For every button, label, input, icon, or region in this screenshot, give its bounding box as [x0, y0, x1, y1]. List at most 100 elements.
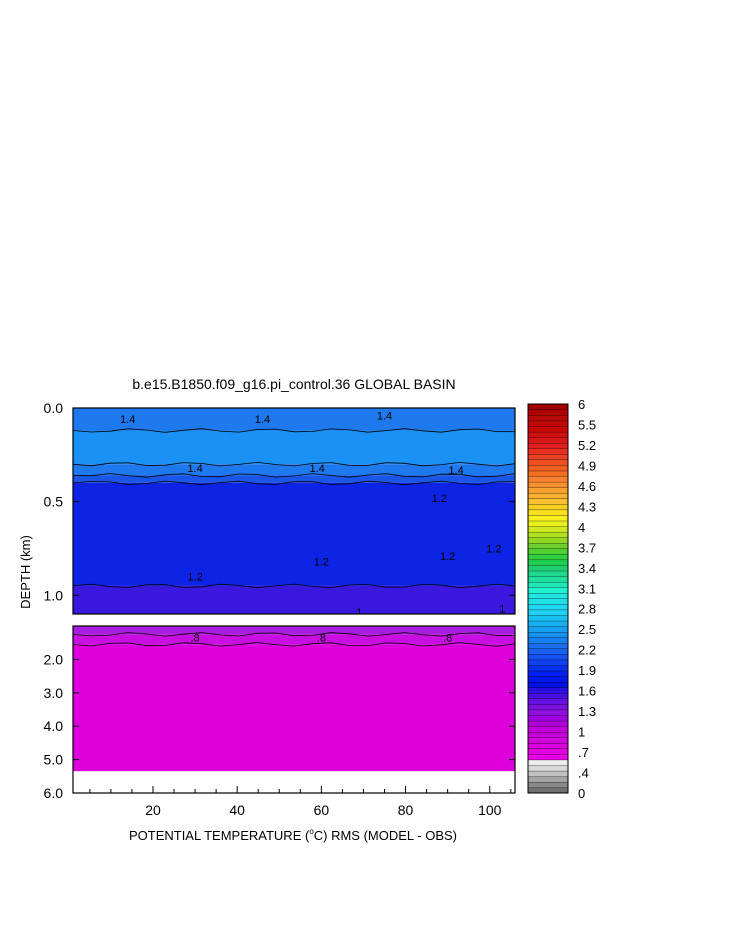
contour-line	[73, 583, 515, 589]
colorbar-label: 2.5	[578, 622, 596, 637]
x-axis-label: POTENTIAL TEMPERATURE (oC) RMS (MODEL - …	[129, 827, 457, 843]
colorbar-swatch	[527, 698, 569, 705]
contour-line	[73, 480, 515, 486]
contour-label: 1.4	[310, 463, 325, 475]
lower-panel: .8 .8 .8 2.0 3.0 4.0 5.0 6.0	[44, 625, 516, 801]
contour-line	[73, 632, 515, 637]
colorbar-label: 1.6	[578, 684, 596, 699]
contour-line	[73, 642, 515, 647]
panel-frame	[72, 407, 516, 615]
colorbar-swatch	[527, 642, 569, 649]
colorbar-swatch	[527, 637, 569, 644]
colorbar-swatch	[527, 403, 569, 411]
colorbar-swatch	[527, 565, 569, 572]
colorbar-label: 1.3	[578, 704, 596, 719]
colorbar-label: 3.4	[578, 561, 596, 576]
depth-band	[73, 475, 515, 483]
contour-label: 1.2	[187, 572, 202, 584]
colorbar-swatch	[527, 687, 569, 694]
y-tick-label: 6.0	[44, 785, 64, 801]
colorbar-swatch	[527, 659, 569, 666]
x-tick-label: 80	[398, 802, 414, 818]
depth-band	[73, 644, 515, 772]
colorbar-swatch	[527, 587, 569, 594]
colorbar-swatch	[527, 470, 569, 477]
colorbar-swatch	[527, 476, 569, 483]
y-tick-label: 0.5	[44, 494, 64, 510]
colorbar-swatch	[527, 581, 569, 588]
x-axis-label-suffix: C) RMS (MODEL - OBS)	[314, 828, 457, 843]
y-tick-label: 1.0	[44, 587, 64, 603]
x-tick-label: 60	[314, 802, 330, 818]
colorbar-swatch	[527, 426, 569, 433]
colorbar-swatch	[527, 592, 569, 599]
colorbar-swatch	[527, 615, 569, 622]
x-axis-label-prefix: POTENTIAL TEMPERATURE (	[129, 828, 310, 843]
colorbar-swatch	[527, 464, 569, 472]
colorbar-label: .7	[578, 745, 589, 760]
contour-label: 1.2	[432, 493, 447, 505]
colorbar-swatch	[527, 437, 569, 444]
colorbar-swatch	[527, 576, 569, 583]
x-tick-label: 20	[145, 802, 161, 818]
colorbar-swatch	[527, 559, 569, 566]
colorbar-swatch	[527, 665, 569, 672]
x-axis-ticks: 20 40 60 80 100	[89, 786, 512, 818]
colorbar-swatch	[527, 770, 569, 777]
colorbar-swatch	[527, 748, 569, 755]
colorbar-swatch	[527, 765, 569, 772]
colorbar-swatch	[527, 487, 569, 494]
colorbar-label: 1	[578, 725, 585, 740]
missing-data-region	[73, 771, 515, 793]
colorbar-label: 4.6	[578, 479, 596, 494]
colorbar-swatch	[527, 620, 569, 627]
contour-label: 1.4	[255, 414, 270, 426]
colorbar-swatch	[527, 598, 569, 605]
contour-line	[73, 473, 515, 478]
colorbar-label: 0	[578, 786, 585, 801]
colorbar-swatch	[527, 681, 569, 688]
colorbar-label: 2.2	[578, 643, 596, 658]
colorbar-swatch	[527, 609, 569, 616]
colorbar-label: 5.5	[578, 417, 596, 432]
contour-label: 1	[499, 603, 505, 615]
colorbar-swatch	[527, 731, 569, 738]
depth-band	[73, 585, 515, 614]
colorbar-swatch	[527, 509, 569, 516]
contour-label: 1.2	[314, 557, 329, 569]
colorbar-swatch	[527, 703, 569, 711]
colorbar-swatch	[527, 414, 569, 422]
depth-band	[73, 464, 515, 476]
y-tick-label: 0.0	[44, 400, 64, 416]
colorbar-swatch	[527, 453, 569, 461]
colorbar-swatch	[527, 787, 569, 794]
colorbar-swatch	[527, 459, 569, 466]
colorbar-label: 1.9	[578, 663, 596, 678]
y-tick-label: 3.0	[44, 685, 64, 701]
x-axis-label-unit: o	[309, 827, 314, 836]
colorbar-frame	[527, 403, 569, 794]
colorbar-swatch	[527, 781, 569, 788]
y-tick-label: 4.0	[44, 718, 64, 734]
contour-label: 1.4	[448, 465, 463, 477]
upper-panel: 1.4 1.4 1.4 1.4 1.4 1.4 1.2 1.2 1.2 1.2 1.2 1 1 0.0 0.…	[44, 400, 516, 619]
colorbar-swatch	[527, 431, 569, 438]
colorbar-swatch	[527, 531, 569, 538]
colorbar-swatch	[527, 548, 569, 555]
contour-label: 1.4	[187, 463, 202, 475]
contour-label: 1	[356, 607, 362, 619]
x-tick-label: 40	[229, 802, 245, 818]
colorbar-swatch	[527, 553, 569, 561]
colorbar-swatch	[527, 692, 569, 699]
colorbar-label: 4	[578, 520, 585, 535]
contour-label: .8	[317, 633, 326, 645]
colorbar-swatch	[527, 753, 569, 761]
contour-label: 1.2	[486, 543, 501, 555]
colorbar-swatch	[527, 514, 569, 522]
chart-title: b.e15.B1850.f09_g16.pi_control.36 GLOBAL…	[132, 376, 455, 392]
colorbar-label: 6	[578, 397, 585, 412]
contour-label: 1.4	[120, 414, 135, 426]
colorbar-swatch	[527, 676, 569, 683]
contour-label: 1.4	[377, 410, 392, 422]
